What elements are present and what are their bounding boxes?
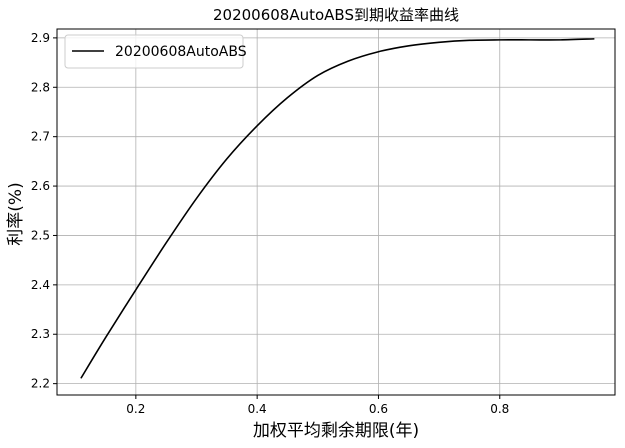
legend: 20200608AutoABS xyxy=(64,34,247,69)
chart-title: 20200608AutoABS到期收益率曲线 xyxy=(213,6,459,24)
y-tick-label: 2.2 xyxy=(31,377,50,391)
x-tick-label: 0.4 xyxy=(248,402,267,416)
grid xyxy=(57,29,615,395)
y-tick-label: 2.8 xyxy=(31,80,50,94)
plot-frame xyxy=(56,28,616,396)
legend-label: 20200608AutoABS xyxy=(115,44,247,60)
y-tick-label: 2.5 xyxy=(31,228,50,242)
x-tick-label: 0.6 xyxy=(369,402,388,416)
y-tick-label: 2.7 xyxy=(31,130,50,144)
x-tick-label: 0.8 xyxy=(490,402,509,416)
x-tick-label: 0.2 xyxy=(126,402,145,416)
x-axis-label: 加权平均剩余期限(年) xyxy=(253,421,419,441)
y-tick-label: 2.3 xyxy=(31,327,50,341)
y-tick-label: 2.4 xyxy=(31,278,50,292)
series-layer xyxy=(80,38,595,379)
y-axis-label: 利率(%) xyxy=(6,182,26,245)
y-tick-label: 2.9 xyxy=(31,31,50,45)
legend-box xyxy=(64,34,244,69)
ticks: 0.2 0.4 0.6 0.8 2.2 2.3 2.4 2.5 2.6 2.7 2.8 2.9 xyxy=(31,31,509,416)
plot-area xyxy=(57,29,615,395)
y-tick-label: 2.6 xyxy=(31,179,50,193)
series-line-0 xyxy=(80,38,595,379)
